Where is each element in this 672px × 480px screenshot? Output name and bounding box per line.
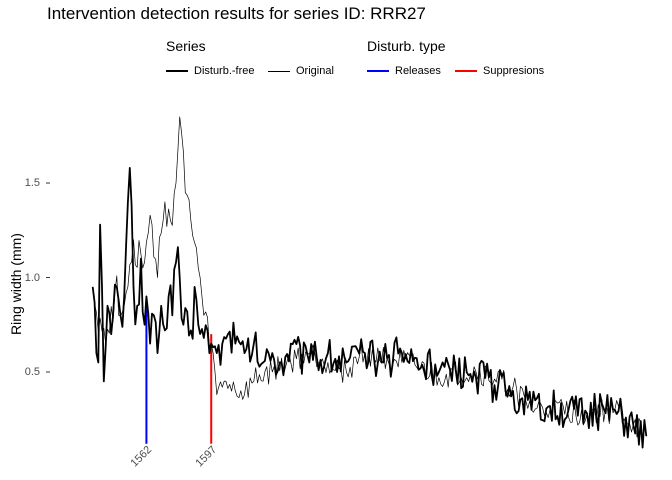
legend-item-suppresions: Suppresions: [455, 63, 544, 79]
y-tick-label-1: 1.0: [24, 271, 40, 284]
legend-key-disturb-free: [166, 70, 188, 72]
legend-key-suppresions: [455, 70, 477, 72]
legend-disturbance-title: Disturb. type: [367, 38, 446, 54]
legend-label-original: Original: [296, 65, 334, 77]
legend-series-title: Series: [166, 38, 206, 54]
series-line-disturb-free: [91, 167, 648, 449]
legend-label-disturb-free: Disturb.-free: [194, 65, 255, 77]
legend-item-releases: Releases: [367, 63, 441, 79]
legend-label-suppresions: Suppresions: [483, 65, 545, 77]
legend-label-releases: Releases: [395, 65, 441, 77]
series-line-original: [92, 116, 647, 447]
chart-title: Intervention detection results for serie…: [47, 4, 426, 23]
y-axis-label: Ring width (mm): [8, 233, 24, 335]
y-tick-label-0: 0.5: [24, 365, 40, 378]
legend-key-original: [268, 70, 290, 72]
legend-item-disturb-free: Disturb.-free: [166, 63, 255, 79]
legend-key-releases: [367, 70, 389, 72]
legend-item-original: Original: [268, 63, 334, 79]
y-tick-label-2: 1.5: [24, 177, 40, 190]
